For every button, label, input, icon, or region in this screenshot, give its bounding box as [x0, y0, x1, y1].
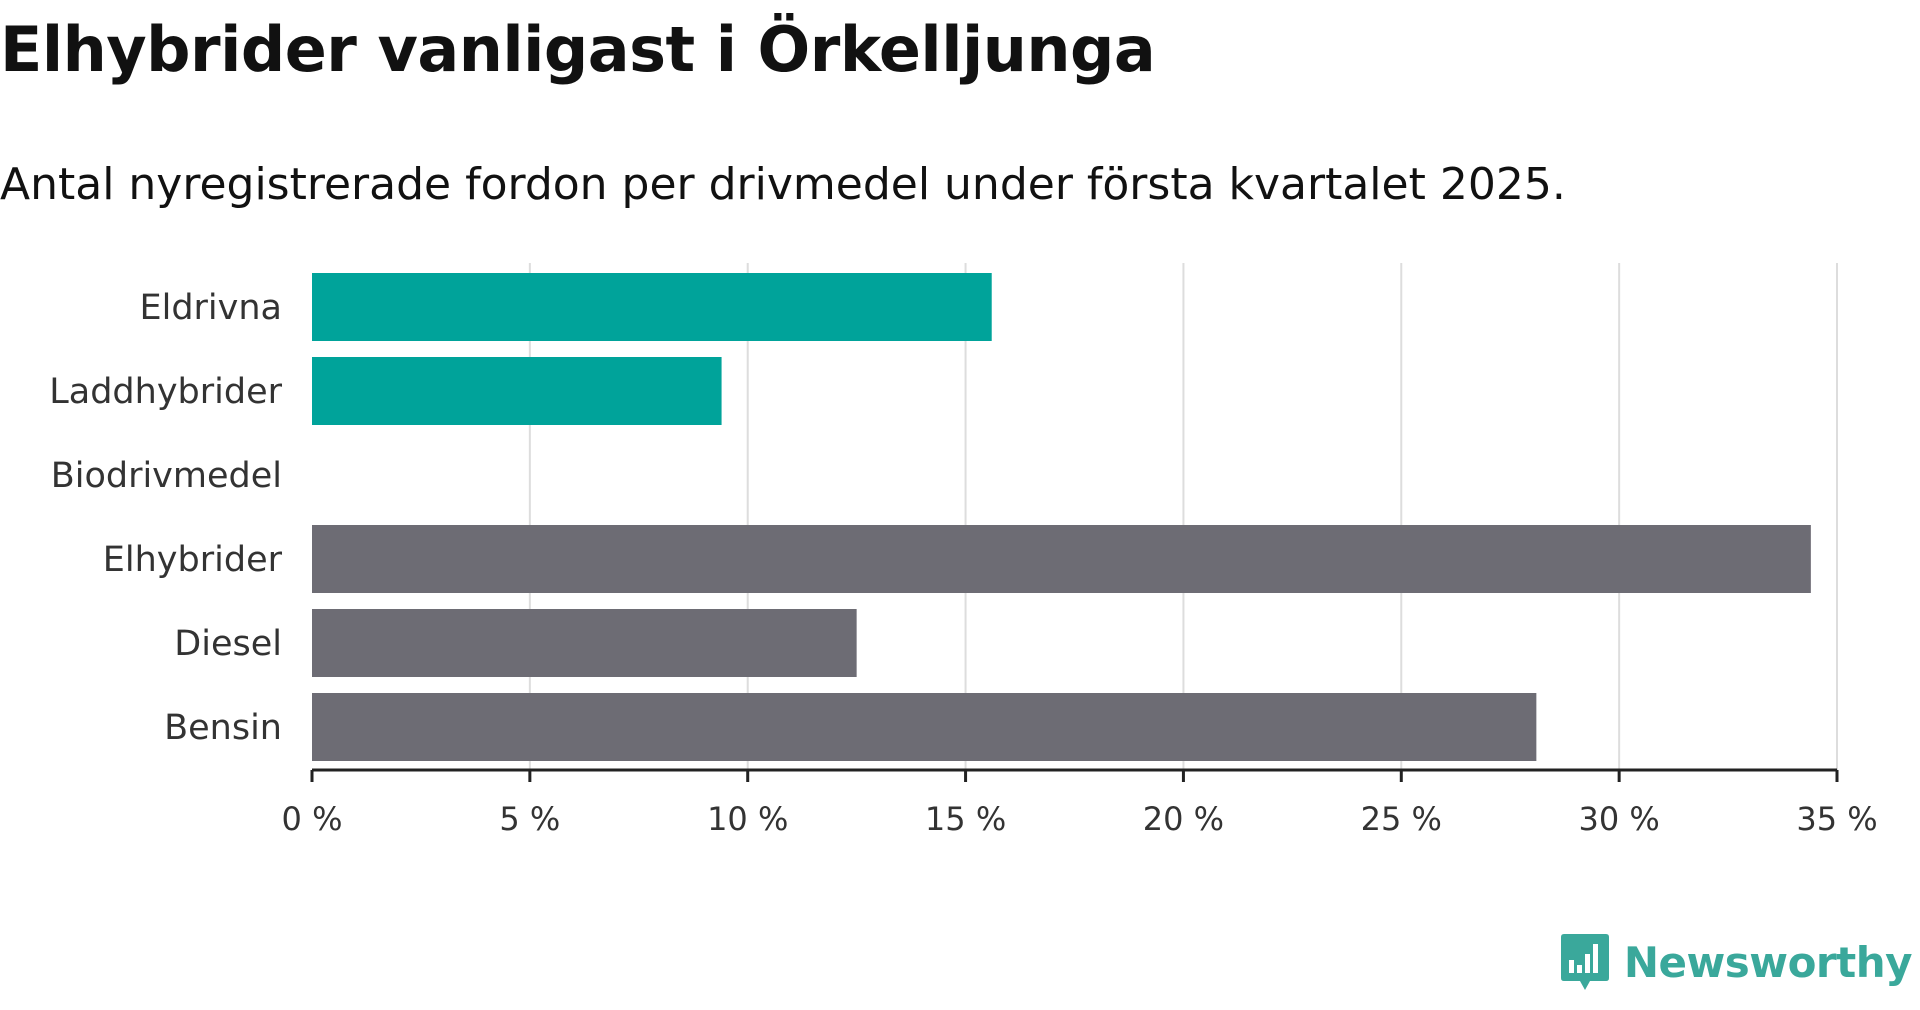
newsworthy-logo: Newsworthy	[1560, 932, 1913, 992]
x-tick-label: 25 %	[1361, 800, 1442, 838]
bar-elhybrider	[312, 525, 1811, 593]
bars	[312, 273, 1811, 761]
bar-eldrivna	[312, 273, 992, 341]
category-label: Eldrivna	[139, 288, 282, 328]
x-tick-label: 20 %	[1143, 800, 1224, 838]
bar-laddhybrider	[312, 357, 722, 425]
gridlines	[528, 263, 1838, 770]
category-label: Diesel	[174, 624, 282, 664]
category-label: Elhybrider	[103, 540, 283, 580]
bar-bensin	[312, 693, 1537, 761]
chart-title: Elhybrider vanligast i Örkelljunga	[0, 13, 1156, 86]
x-tick-label: 30 %	[1578, 800, 1659, 838]
x-axis-ticks: 0 % 5 % 10 % 15 % 20 % 25 % 30 % 35 %	[282, 770, 1878, 838]
category-label: Biodrivmedel	[51, 456, 282, 496]
x-tick-label: 0 %	[282, 800, 343, 838]
x-tick-label: 35 %	[1796, 800, 1877, 838]
category-labels: Eldrivna Laddhybrider Biodrivmedel Elhybrid…	[49, 288, 282, 748]
category-label: Laddhybrider	[49, 372, 282, 412]
bar-diesel	[312, 609, 857, 677]
x-tick-label: 15 %	[925, 800, 1006, 838]
brand-name: Newsworthy	[1623, 937, 1913, 987]
category-label: Bensin	[164, 708, 282, 748]
chart-speech-bubble-icon	[1560, 934, 1609, 990]
x-tick-label: 10 %	[707, 800, 788, 838]
chart-subtitle: Antal nyregistrerade fordon per drivmede…	[0, 159, 1566, 210]
x-tick-label: 5 %	[499, 800, 560, 838]
